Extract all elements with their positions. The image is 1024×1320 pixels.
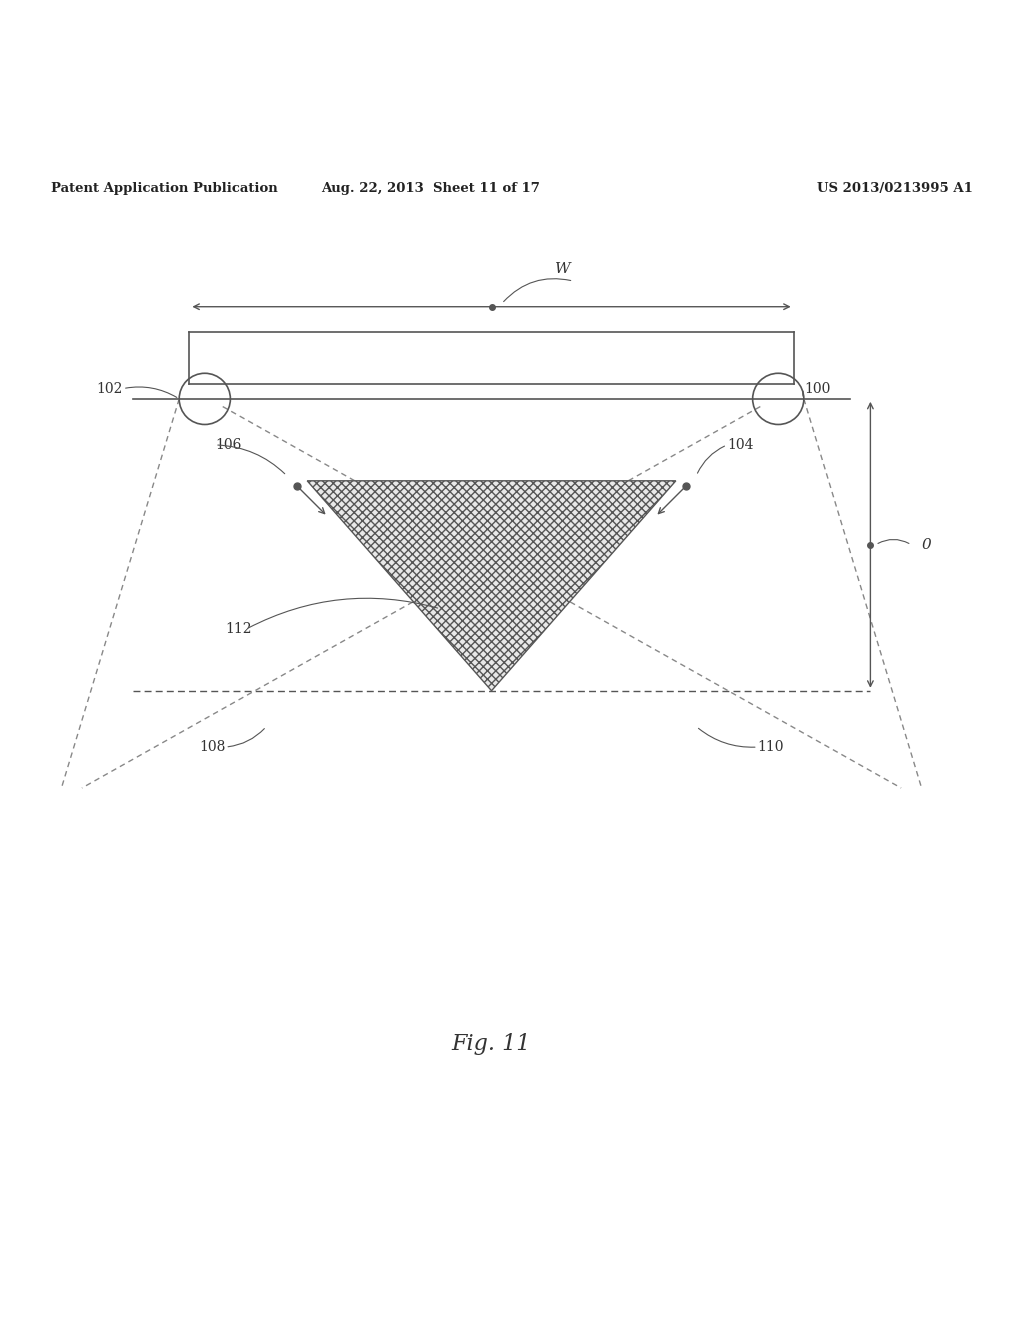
Text: 102: 102	[96, 381, 123, 396]
Text: 110: 110	[758, 741, 784, 754]
Text: US 2013/0213995 A1: US 2013/0213995 A1	[817, 182, 973, 195]
Text: 104: 104	[727, 438, 754, 451]
Text: Patent Application Publication: Patent Application Publication	[51, 182, 278, 195]
Text: 112: 112	[225, 622, 252, 636]
Polygon shape	[307, 480, 676, 690]
Text: 106: 106	[215, 438, 242, 451]
Text: 100: 100	[804, 381, 830, 396]
Text: Fig. 11: Fig. 11	[452, 1034, 531, 1055]
Text: 108: 108	[199, 741, 225, 754]
Text: Aug. 22, 2013  Sheet 11 of 17: Aug. 22, 2013 Sheet 11 of 17	[321, 182, 540, 195]
Text: W: W	[555, 261, 571, 276]
Text: 0: 0	[922, 537, 932, 552]
